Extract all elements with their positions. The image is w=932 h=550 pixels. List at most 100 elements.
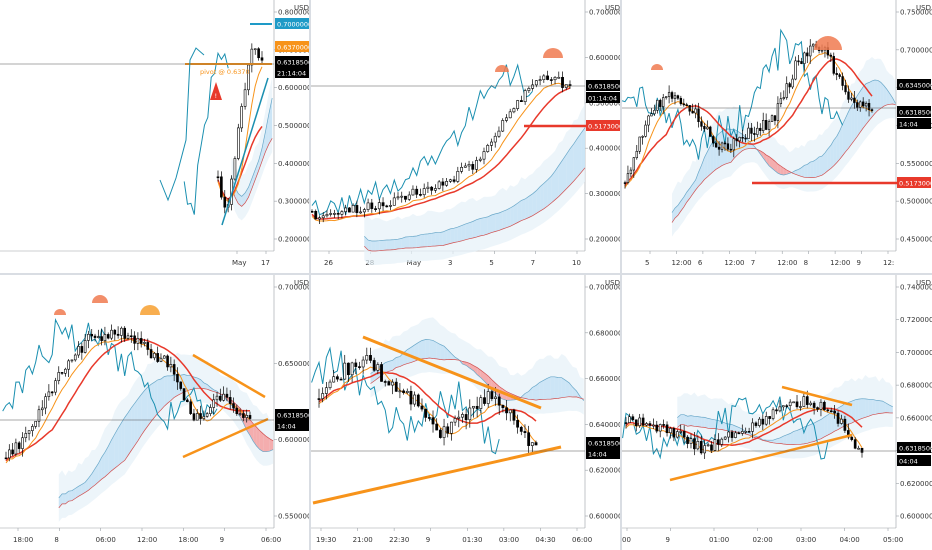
cloud-segment-bull [388, 360, 393, 372]
candle-down [189, 401, 192, 414]
candle-up [24, 433, 28, 439]
x-tick-label: May [407, 259, 421, 267]
cloud-segment-bull [436, 342, 441, 360]
candle-down [505, 407, 508, 414]
cloud-segment-bull [200, 379, 204, 389]
candle-up [83, 340, 87, 353]
candle-up [652, 424, 655, 427]
candle-down [844, 85, 847, 93]
price-tag-text: 0.6318500 [277, 59, 310, 67]
candle-up [645, 423, 648, 426]
candle-up [433, 188, 437, 191]
cloud-segment-bull [547, 176, 552, 206]
top-marker [543, 48, 563, 58]
chart-panel-3[interactable]: 0.75000000.70000000.65000000.60000000.55… [622, 0, 932, 273]
top-marker [651, 64, 663, 70]
cloud-segment-bull [371, 241, 376, 251]
candle-down [17, 442, 21, 449]
price-tag-bg [586, 437, 620, 448]
cloud-segment-bear [763, 152, 767, 163]
candle-up [411, 188, 415, 196]
candle-down [354, 362, 358, 367]
candle-up [456, 171, 460, 182]
price-tag: 14:04 [586, 448, 620, 459]
x-tick-label: 06:00 [572, 536, 592, 544]
candle-up [47, 391, 51, 397]
x-tick-label: 12:00 [671, 259, 691, 267]
candle-up [696, 441, 700, 450]
candle-up [110, 329, 113, 339]
cloud-segment-bull [444, 346, 448, 360]
price-tag: 0.6318500 [897, 442, 932, 453]
cloud-segment-bull [144, 387, 148, 431]
candle-down [829, 410, 833, 413]
cloud-segment-bull [429, 339, 433, 359]
cloud-segment-bull [543, 179, 548, 209]
cloud-segment-bear [777, 164, 781, 175]
y-tick-label: 0.4000000 [278, 160, 310, 168]
price-tag: 0.6318500 [586, 437, 621, 448]
candle-down [856, 102, 859, 108]
candle-down [744, 137, 747, 140]
cloud-segment-bull [540, 183, 544, 212]
cloud-segment-bull [161, 376, 165, 410]
candle-up [534, 80, 538, 86]
cloud-segment-bull [265, 114, 269, 152]
x-tick-label: 06:00 [96, 536, 116, 544]
cloud-segment-bull [418, 340, 422, 360]
cloud-segment-bull [187, 375, 191, 391]
y-tick-label: 0.7000000 [589, 9, 621, 17]
cloud-segment-bull [420, 234, 425, 248]
candle-down [710, 444, 713, 451]
cloud-segment-bull [167, 375, 171, 404]
price-tag-text: 01:14:04 [588, 95, 617, 103]
candle-up [727, 431, 730, 438]
y-tick-label: 0.8000000 [278, 9, 310, 17]
price-tag: 04:04 [897, 455, 931, 466]
cloud-segment-bull [807, 424, 811, 444]
candle-up [195, 413, 199, 421]
candle-up [377, 202, 381, 210]
candle-down [223, 196, 227, 208]
candle-up [720, 142, 724, 150]
price-tag-bg [586, 92, 620, 103]
candle-down [768, 416, 771, 419]
candle-up [27, 430, 31, 434]
y-tick-label: 0.6000000 [589, 54, 621, 62]
cloud-segment-bull [450, 228, 455, 244]
x-tick-label: 03:00 [499, 536, 519, 544]
candle-down [431, 417, 435, 425]
candle-down [714, 142, 718, 148]
candle-up [467, 164, 471, 167]
cloud-segment-bull [848, 401, 852, 425]
cloud-segment-bull [831, 410, 835, 434]
candle-down [355, 205, 359, 213]
candle-up [792, 401, 795, 404]
candle-down [314, 210, 318, 220]
x-tick-label: 7 [531, 259, 535, 267]
candle-up [653, 109, 656, 115]
cloud-shadow [58, 352, 274, 522]
cloud-segment-bull [368, 240, 372, 251]
candle-down [464, 414, 468, 421]
cloud-segment-bull [375, 240, 380, 251]
x-tick-label: 9 [857, 259, 861, 267]
cloud-segment-bull [454, 227, 458, 243]
cloud-segment-bear [769, 156, 772, 169]
candle-up [463, 165, 467, 168]
candle-down [527, 432, 531, 446]
x-tick-label: 19:30 [316, 536, 336, 544]
candle-up [771, 409, 775, 419]
candle-down [156, 353, 159, 362]
cloud-segment-bull [827, 412, 832, 436]
candle-down [741, 136, 744, 139]
candle-up [426, 186, 430, 189]
cloud-segment-bull [833, 136, 837, 166]
